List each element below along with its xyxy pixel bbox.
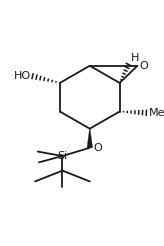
Polygon shape (87, 129, 92, 148)
Text: H: H (130, 53, 139, 63)
Text: HO: HO (14, 71, 31, 81)
Text: Me: Me (149, 108, 164, 118)
Text: Si: Si (57, 151, 68, 161)
Text: O: O (140, 61, 148, 71)
Text: O: O (93, 143, 102, 153)
